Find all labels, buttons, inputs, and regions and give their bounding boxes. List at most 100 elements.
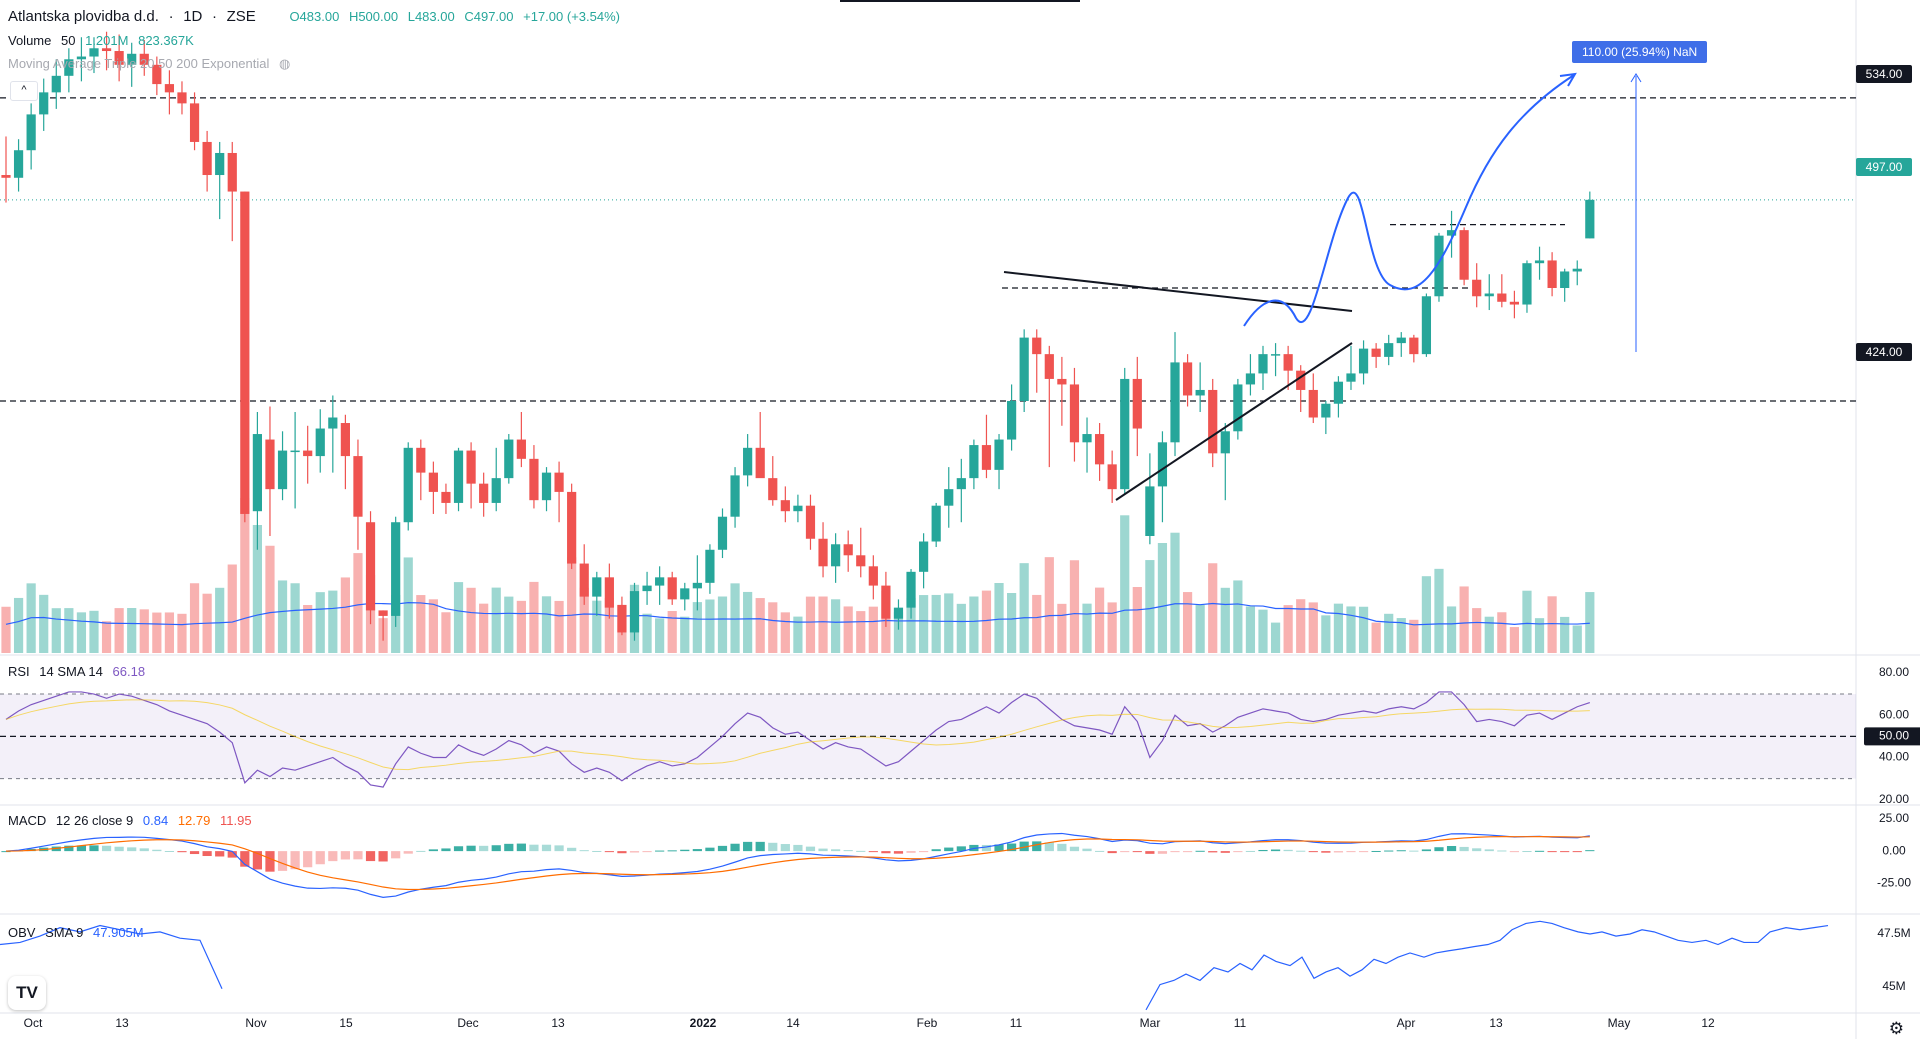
macd-legend[interactable]: MACD 12 26 close 9 0.84 12.79 11.95 — [8, 813, 258, 828]
volume-bar — [1484, 616, 1494, 653]
obv-legend[interactable]: OBV SMA 9 47.905M — [8, 925, 150, 940]
volume-bar — [981, 590, 992, 653]
volume-bar — [1170, 532, 1180, 653]
candle-body — [881, 585, 891, 619]
candle-body — [868, 566, 878, 586]
tradingview-logo-icon[interactable]: TV — [8, 976, 46, 1010]
macd-hist-bar — [868, 851, 878, 853]
volume-bar — [1371, 622, 1381, 653]
macd-hist-bar — [466, 845, 476, 852]
volume-bar — [956, 603, 966, 653]
volume-bar — [1120, 515, 1130, 653]
macd-hist-bar — [780, 844, 790, 852]
macd-hist-bar — [303, 851, 313, 868]
volume-bar — [1069, 560, 1080, 653]
candle-body — [692, 582, 702, 589]
gear-icon[interactable]: ⚙ — [1888, 1019, 1904, 1038]
candle-body — [1132, 378, 1142, 429]
rsi-legend[interactable]: RSI 14 SMA 14 66.18 — [8, 664, 151, 679]
volume-bar — [1, 606, 11, 653]
ohlc-close: C497.00 — [464, 9, 514, 24]
ma-legend-name: Moving Average Triple 20 50 200 Exponent… — [8, 56, 270, 71]
measure-label[interactable]: 110.00 (25.94%) NaN — [1572, 41, 1708, 63]
candle-body — [1459, 230, 1469, 280]
volume-bar — [1245, 606, 1256, 653]
candle-body — [717, 516, 728, 550]
volume-bar — [1145, 560, 1155, 653]
macd-hist-bar — [1572, 851, 1582, 853]
volume-bar — [1522, 590, 1532, 653]
candle-body — [1057, 378, 1067, 385]
volume-bar — [1195, 605, 1205, 653]
volume-bar — [554, 600, 564, 653]
obv-tick-label: 47.5M — [1877, 926, 1910, 940]
candle-body — [541, 472, 552, 501]
volume-bar — [843, 606, 853, 653]
macd-hist-bar — [768, 842, 778, 852]
volume-bar — [328, 590, 338, 653]
volume-bar — [1157, 543, 1168, 653]
candle-body — [114, 51, 124, 65]
candle-body — [252, 434, 262, 512]
macd-hist-bar — [1333, 851, 1344, 853]
candle-body — [1396, 337, 1406, 344]
macd-hist-bar — [1044, 842, 1054, 852]
candle-body — [730, 475, 740, 517]
time-axis-label: Feb — [917, 1016, 938, 1030]
candle-body — [1321, 403, 1331, 418]
volume-legend[interactable]: Volume 50 1.201M 823.367K — [8, 33, 200, 48]
volume-bar — [1333, 603, 1344, 653]
candle-body — [1522, 263, 1532, 305]
candle-body — [303, 450, 313, 457]
volume-bar — [64, 608, 74, 653]
time-axis-label: Mar — [1140, 1016, 1161, 1030]
interval-label[interactable]: 1D — [183, 8, 203, 25]
candle-body — [202, 141, 212, 176]
candle-body — [453, 450, 464, 503]
macd-hist-bar — [391, 851, 401, 859]
macd-hist-bar — [453, 846, 464, 852]
candle-body — [491, 478, 501, 503]
measure-arrow — [1630, 73, 1642, 83]
macd-hist-bar — [1371, 850, 1381, 852]
macd-hist-bar — [265, 851, 275, 872]
volume-legend-name: Volume — [8, 33, 52, 48]
candle-body — [1208, 389, 1218, 454]
macd-hist-bar — [252, 851, 262, 870]
volume-bar — [906, 598, 916, 653]
rsi-tick-label: 40.00 — [1879, 750, 1909, 764]
candle-body — [768, 478, 778, 501]
volume-bar — [579, 587, 589, 653]
candle-body — [1434, 235, 1444, 297]
volume-bar — [277, 580, 288, 653]
volume-bar — [1384, 613, 1394, 653]
trendline-upper — [1003, 271, 1353, 312]
ma-legend[interactable]: Moving Average Triple 20 50 200 Exponent… — [8, 56, 296, 72]
volume-bar — [516, 600, 526, 653]
candle-body — [642, 585, 652, 592]
macd-hist-bar — [1346, 851, 1356, 853]
macd-hist-bar — [1195, 850, 1205, 852]
candle-body — [856, 555, 866, 567]
candle-body — [240, 191, 250, 514]
candle-body — [516, 439, 526, 459]
candle-body — [164, 84, 175, 93]
eye-hidden-icon[interactable]: ◍ — [279, 56, 291, 71]
symbol-title[interactable]: Atlantska plovidba d.d. — [8, 8, 159, 25]
volume-bar — [1107, 602, 1117, 653]
candle-body — [1220, 431, 1230, 454]
volume-bar — [667, 611, 677, 653]
collapse-legend-button[interactable]: ^ — [10, 81, 44, 101]
candle-body — [1572, 268, 1582, 272]
volume-bar — [1459, 586, 1469, 653]
candle-body — [944, 489, 954, 506]
volume-bar — [315, 592, 325, 653]
volume-bar — [768, 602, 778, 653]
time-axis-label: 12 — [1701, 1016, 1715, 1030]
candle-body — [101, 48, 112, 52]
macd-hist-bar — [1007, 843, 1017, 852]
time-axis-label: Dec — [457, 1016, 478, 1030]
macd-signal-value: 12.79 — [177, 813, 211, 828]
